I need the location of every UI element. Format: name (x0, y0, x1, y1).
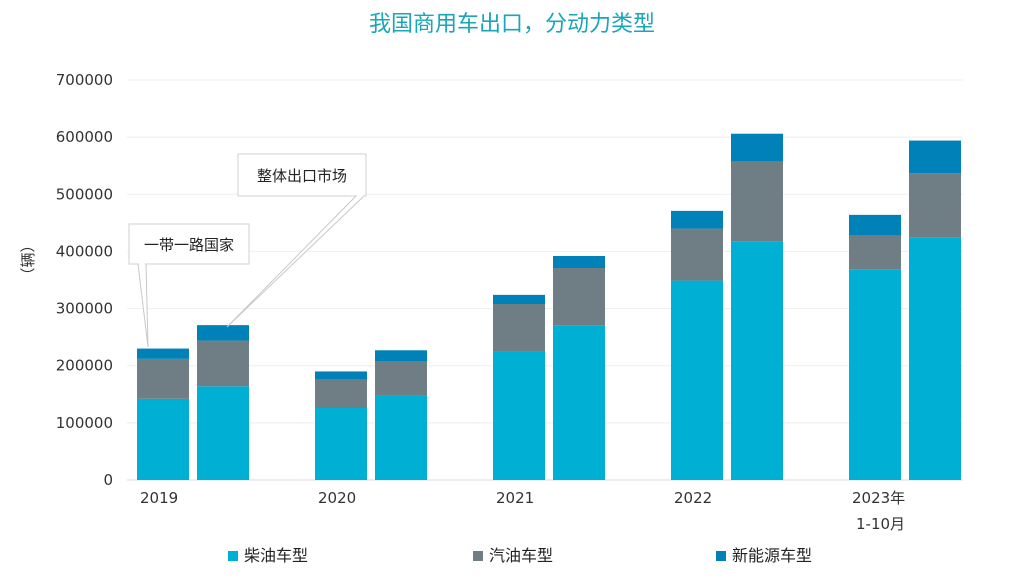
chart-title: 我国商用车出口，分动力类型 (369, 12, 655, 37)
y-tick-label: 500000 (56, 185, 113, 203)
bars (137, 133, 961, 480)
y-tick-label: 400000 (56, 242, 113, 260)
x-tick-label: 2022 (674, 489, 712, 507)
bar-segment (137, 358, 189, 399)
x-tick-label: 1-10月 (856, 515, 905, 533)
bar-segment (493, 351, 545, 480)
bar-segment (315, 371, 367, 380)
x-tick-label: 2021 (496, 489, 534, 507)
bar-segment (909, 237, 961, 480)
bar-segment (671, 228, 723, 281)
callout-label: 一带一路国家 (144, 236, 234, 254)
legend-swatch (473, 551, 483, 561)
legend-label: 汽油车型 (489, 546, 553, 565)
bar-segment (909, 140, 961, 174)
bar-segment (197, 340, 249, 387)
bar-segment (671, 280, 723, 480)
bar-segment (375, 361, 427, 396)
x-tick-label: 2020 (318, 489, 356, 507)
bar-segment (137, 348, 189, 359)
legend-label: 柴油车型 (244, 546, 308, 565)
bar-segment (849, 235, 901, 270)
legend-swatch (228, 551, 238, 561)
bar-segment (909, 173, 961, 238)
y-tick-label: 300000 (56, 300, 113, 318)
bar-segment (197, 325, 249, 341)
x-tick-label: 2019 (140, 489, 178, 507)
bar-segment (375, 350, 427, 362)
bar-segment (731, 161, 783, 242)
bar-segment (137, 398, 189, 480)
bar-segment (315, 408, 367, 480)
y-axis-label: （辆） (19, 237, 37, 282)
y-tick-label: 700000 (56, 71, 113, 89)
bar-segment (731, 241, 783, 480)
legend: 柴油车型 汽油车型 新能源车型 (228, 546, 812, 565)
y-tick-label: 100000 (56, 414, 113, 432)
callout-pointer (137, 263, 149, 348)
bar-segment (849, 214, 901, 236)
bar-segment (315, 379, 367, 408)
bar-segment (493, 294, 545, 304)
bar-segment (553, 325, 605, 480)
bar-segment (375, 395, 427, 480)
bar-segment (493, 304, 545, 352)
bar-segment (197, 386, 249, 480)
legend-swatch (716, 551, 726, 561)
bar-segment (553, 256, 605, 268)
x-axis-ticks: 2019 2020 2021 2022 2023年 1-10月 (140, 489, 905, 533)
bar-segment (849, 269, 901, 480)
callout-box (128, 223, 250, 265)
bar-segment (731, 133, 783, 162)
y-tick-label: 0 (103, 471, 113, 489)
bar-segment (553, 268, 605, 326)
bar-segment (671, 210, 723, 229)
callout-label: 整体出口市场 (257, 167, 347, 185)
y-tick-label: 600000 (56, 128, 113, 146)
annotations: 一带一路国家 整体出口市场 (128, 153, 367, 348)
y-axis-ticks: 0 100000 200000 300000 400000 500000 600000 700… (56, 71, 113, 489)
legend-label: 新能源车型 (732, 546, 812, 565)
x-tick-label: 2023年 (852, 489, 905, 507)
y-tick-label: 200000 (56, 357, 113, 375)
callout-box (237, 153, 367, 197)
